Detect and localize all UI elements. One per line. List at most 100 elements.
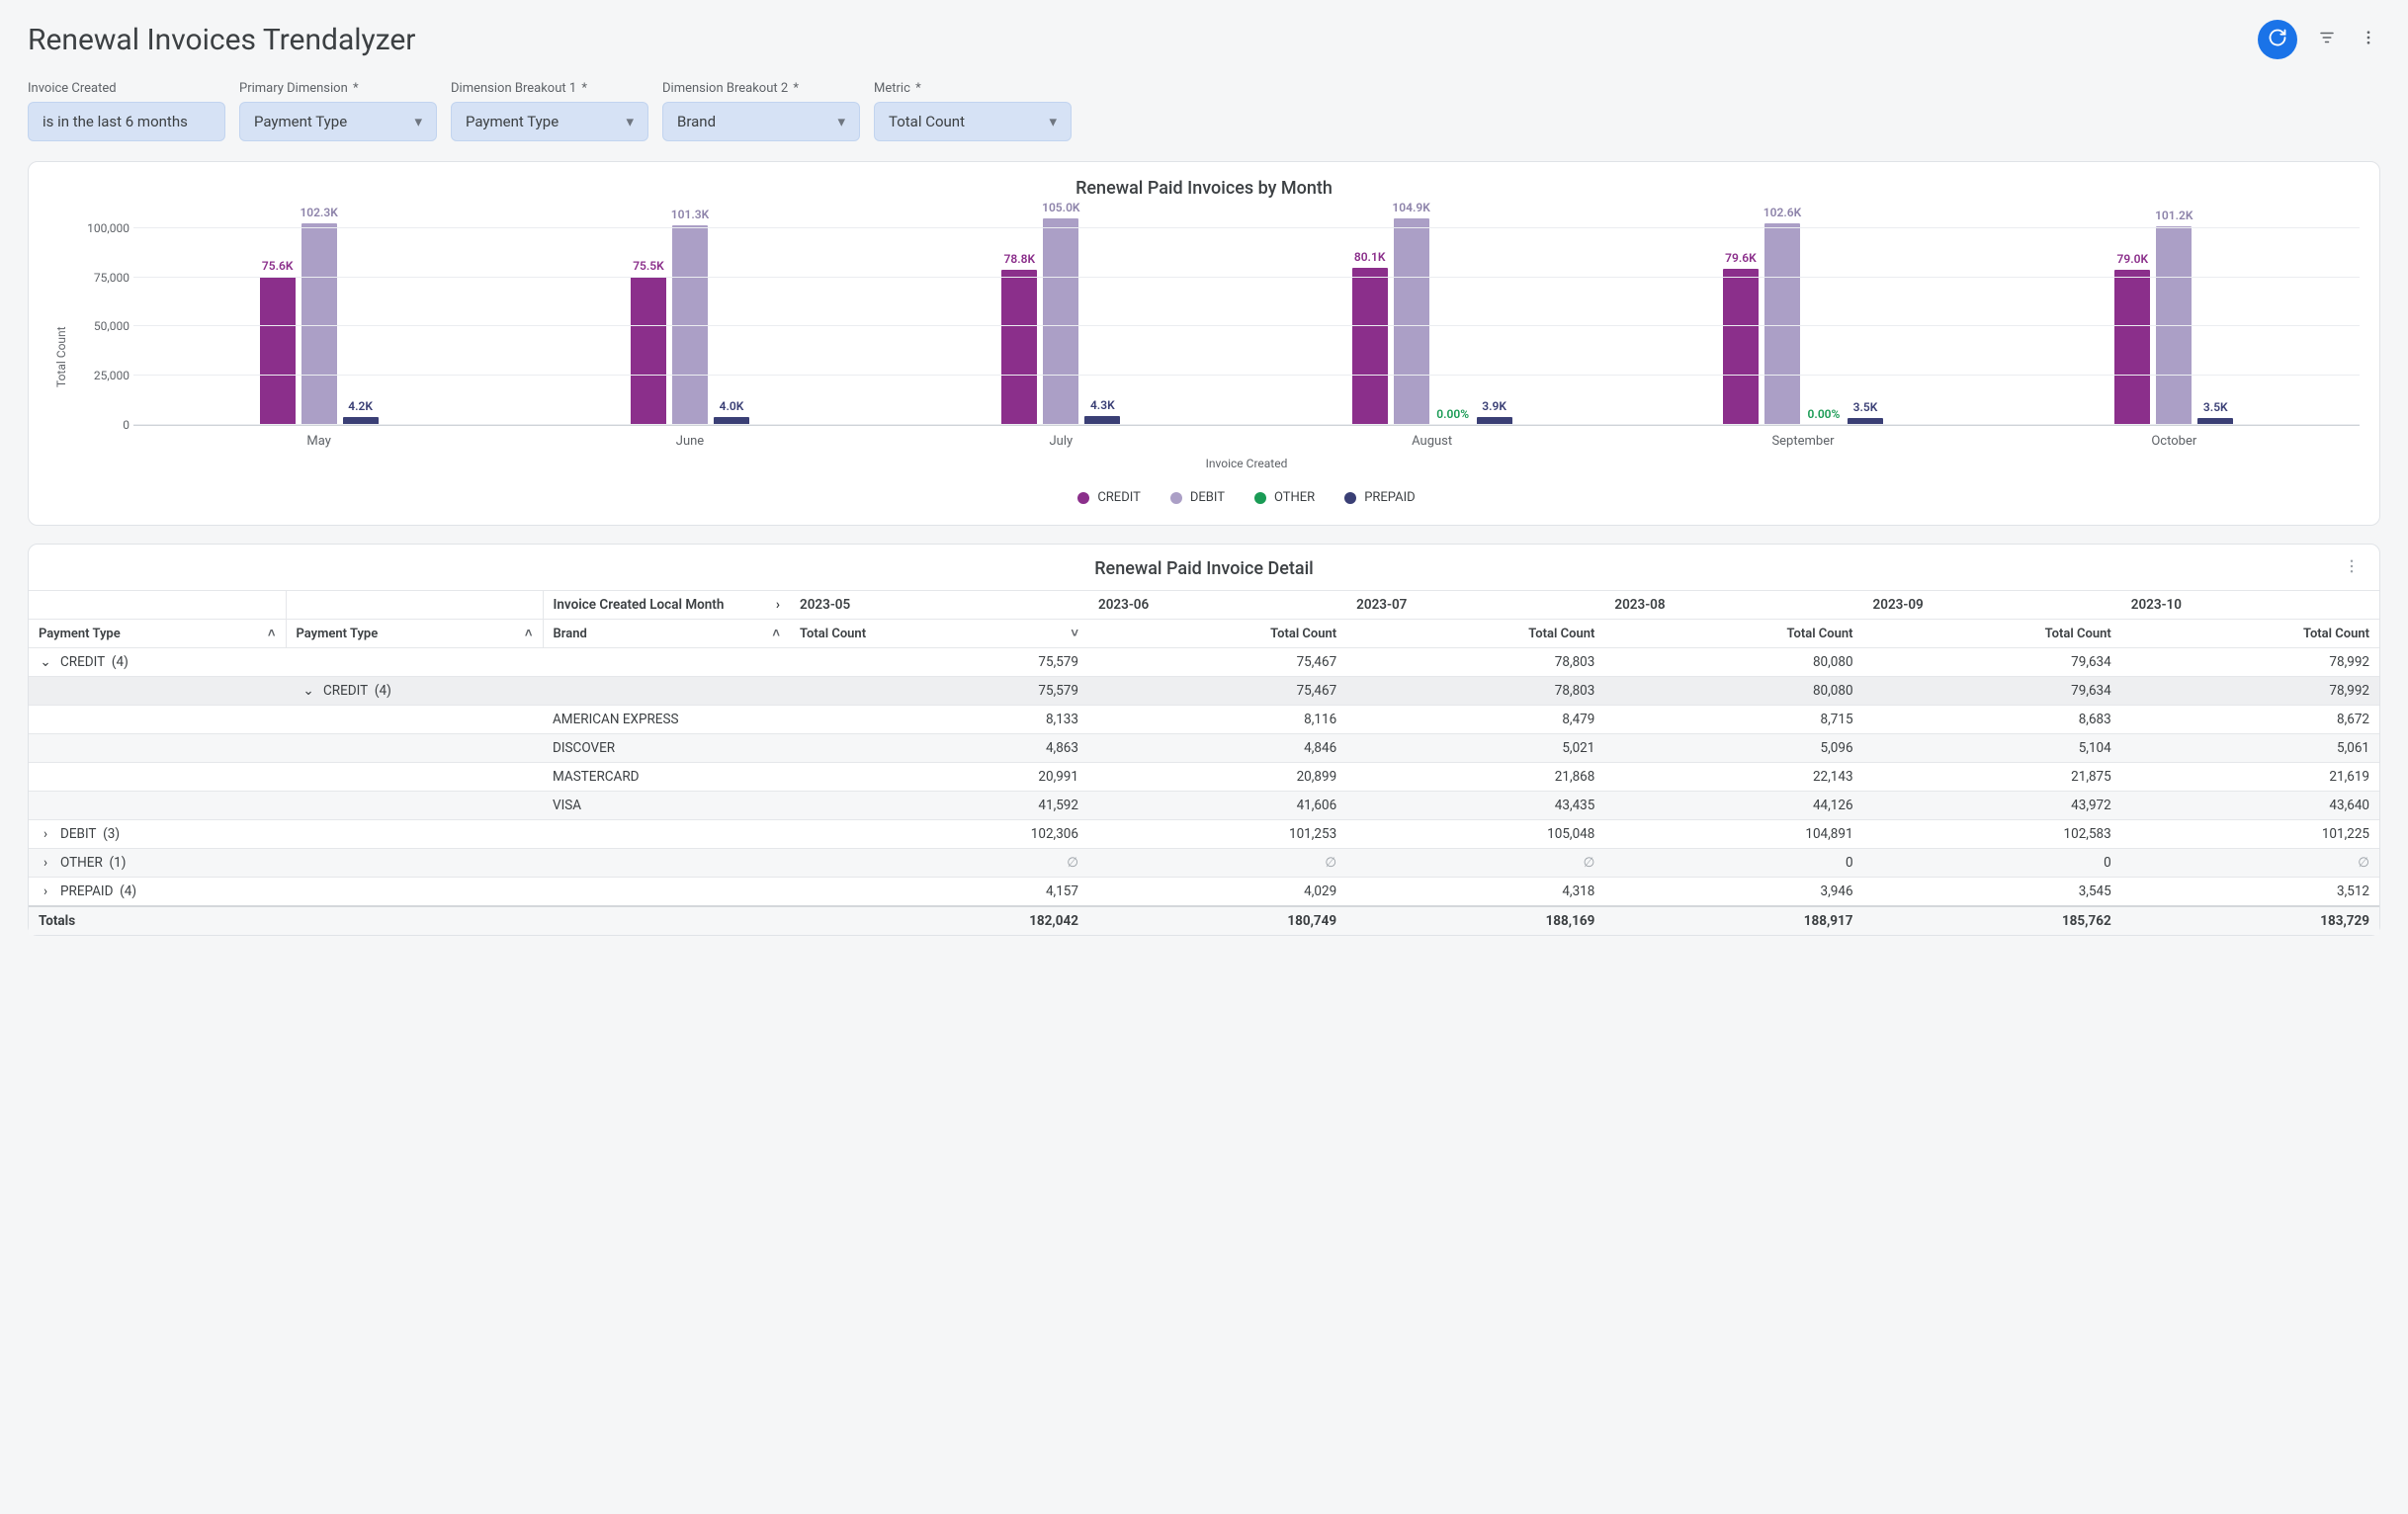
month-header[interactable]: 2023-10	[2121, 591, 2379, 620]
value-cell: 188,169	[1346, 906, 1604, 935]
col-header-payment-type-2[interactable]: Payment Type ˄	[286, 620, 543, 648]
metric-header[interactable]: Total Count	[1604, 620, 1862, 648]
page-title: Renewal Invoices Trendalyzer	[28, 23, 415, 57]
table-row[interactable]: ⌄CREDIT (4)75,57975,46778,80380,08079,63…	[29, 677, 2379, 706]
bar-group: 79.6K102.6K0.00%3.5K	[1617, 209, 1988, 425]
filter-label: Invoice Created	[28, 81, 225, 96]
filter-invoice-created[interactable]: is in the last 6 months	[28, 102, 225, 141]
metric-header[interactable]: Total Count	[1346, 620, 1604, 648]
table-more-button[interactable]	[2340, 556, 2364, 580]
filter-label: Metric *	[874, 81, 1072, 96]
legend-item[interactable]: PREPAID	[1344, 490, 1415, 505]
value-cell: 4,318	[1346, 878, 1604, 907]
month-header[interactable]: 2023-07	[1346, 591, 1604, 620]
value-cell: 5,096	[1604, 734, 1862, 763]
metric-header[interactable]: Total Count	[1863, 620, 2121, 648]
bar-label: 3.9K	[1482, 399, 1506, 413]
group-label: CREDIT (4)	[60, 654, 129, 670]
table-row[interactable]: ›OTHER (1)∅∅∅00∅	[29, 849, 2379, 878]
filter-breakout2[interactable]: Brand ▾	[662, 102, 860, 141]
metric-header[interactable]: Total Count	[2121, 620, 2379, 648]
chevron-down-icon: ▾	[414, 113, 422, 130]
chevron-down-icon[interactable]: ⌄	[301, 683, 315, 699]
bar-label: 101.2K	[2155, 209, 2193, 222]
filter-primary-dimension[interactable]: Payment Type ▾	[239, 102, 437, 141]
table-row[interactable]: AMERICAN EXPRESS8,1338,1168,4798,7158,68…	[29, 706, 2379, 734]
chart-panel: Renewal Paid Invoices by Month Total Cou…	[28, 161, 2380, 526]
month-header[interactable]: 2023-09	[1863, 591, 2121, 620]
month-header[interactable]: 2023-05	[790, 591, 1088, 620]
table-row[interactable]: MASTERCARD20,99120,89921,86822,14321,875…	[29, 763, 2379, 792]
col-header-brand[interactable]: Brand ˄	[543, 620, 790, 648]
sort-asc-icon: ˄	[525, 626, 533, 641]
bar[interactable]: 79.0K	[2114, 270, 2150, 425]
metric-header[interactable]: Total Count ˅	[790, 620, 1088, 648]
value-cell: ∅	[1088, 849, 1346, 878]
bar[interactable]: 79.6K	[1723, 269, 1759, 425]
value-cell: 4,863	[790, 734, 1088, 763]
refresh-button[interactable]	[2258, 20, 2297, 59]
group-label: DEBIT (3)	[60, 826, 120, 842]
chevron-down-icon: ▾	[1049, 113, 1057, 130]
bar[interactable]: 78.8K	[1001, 270, 1037, 425]
bar-label: 78.8K	[1004, 252, 1036, 266]
brand-cell: DISCOVER	[543, 734, 790, 763]
bar[interactable]: 102.3K	[301, 223, 337, 425]
value-cell: 78,803	[1346, 677, 1604, 706]
value-cell: 75,579	[790, 648, 1088, 677]
bar-label: 101.3K	[671, 208, 709, 221]
table-title: Renewal Paid Invoice Detail	[68, 558, 2340, 579]
table-row[interactable]: ⌄CREDIT (4)75,57975,46778,80380,08079,63…	[29, 648, 2379, 677]
chevron-down-icon[interactable]: ⌄	[39, 654, 52, 670]
more-button[interactable]	[2357, 28, 2380, 51]
y-tick: 100,000	[74, 221, 129, 235]
totals-label: Totals	[29, 906, 286, 935]
bar[interactable]: 104.9K	[1394, 218, 1429, 425]
chevron-right-icon[interactable]: ›	[39, 883, 52, 899]
filter-value: is in the last 6 months	[43, 113, 188, 130]
table-row[interactable]: ›DEBIT (3)102,306101,253105,048104,89110…	[29, 820, 2379, 849]
sort-desc-icon: ˅	[1071, 626, 1078, 641]
brand-cell: MASTERCARD	[543, 763, 790, 792]
value-cell: 78,803	[1346, 648, 1604, 677]
more-vert-icon	[2360, 29, 2377, 50]
chevron-right-icon[interactable]: ›	[39, 826, 52, 842]
col-header-payment-type-1[interactable]: Payment Type ˄	[29, 620, 286, 648]
chart-legend: CREDIT DEBIT OTHER PREPAID	[133, 490, 2360, 505]
bar-label: 104.9K	[1392, 201, 1429, 214]
table-row[interactable]: VISA41,59241,60643,43544,12643,97243,640	[29, 792, 2379, 820]
chevron-right-icon[interactable]: ›	[776, 597, 780, 613]
chevron-right-icon[interactable]: ›	[39, 855, 52, 871]
value-cell: 21,868	[1346, 763, 1604, 792]
bar-label: 102.3K	[300, 206, 337, 219]
legend-item[interactable]: CREDIT	[1077, 490, 1141, 505]
filter-breakout1[interactable]: Payment Type ▾	[451, 102, 648, 141]
legend-item[interactable]: OTHER	[1254, 490, 1315, 505]
bar[interactable]: 105.0K	[1043, 218, 1078, 425]
bar[interactable]: 102.6K	[1764, 223, 1800, 425]
bar-label: 80.1K	[1354, 250, 1386, 264]
metric-header[interactable]: Total Count	[1088, 620, 1346, 648]
detail-table: Invoice Created Local Month › 2023-05 20…	[29, 590, 2379, 935]
bar-label: 3.5K	[2203, 400, 2228, 414]
value-cell: 20,899	[1088, 763, 1346, 792]
legend-label: PREPAID	[1364, 490, 1415, 505]
table-row[interactable]: ›PREPAID (4)4,1574,0294,3183,9463,5453,5…	[29, 878, 2379, 907]
bar[interactable]: 75.5K	[631, 277, 666, 425]
month-header[interactable]: 2023-08	[1604, 591, 1862, 620]
bar-label: 75.5K	[633, 259, 664, 273]
filter-bar: Invoice Created is in the last 6 months …	[28, 81, 2380, 141]
value-cell: 22,143	[1604, 763, 1862, 792]
value-cell: 183,729	[2121, 906, 2379, 935]
more-vert-icon	[2343, 557, 2361, 579]
y-tick: 75,000	[74, 271, 129, 285]
filter-metric[interactable]: Total Count ▾	[874, 102, 1072, 141]
legend-label: OTHER	[1274, 490, 1315, 505]
bar[interactable]: 75.6K	[260, 277, 296, 426]
month-header[interactable]: 2023-06	[1088, 591, 1346, 620]
bar-label: 0.00%	[1808, 407, 1841, 421]
legend-item[interactable]: DEBIT	[1170, 490, 1225, 505]
bar[interactable]: 80.1K	[1352, 268, 1388, 425]
filter-button[interactable]	[2315, 28, 2339, 51]
table-row[interactable]: DISCOVER4,8634,8465,0215,0965,1045,061	[29, 734, 2379, 763]
